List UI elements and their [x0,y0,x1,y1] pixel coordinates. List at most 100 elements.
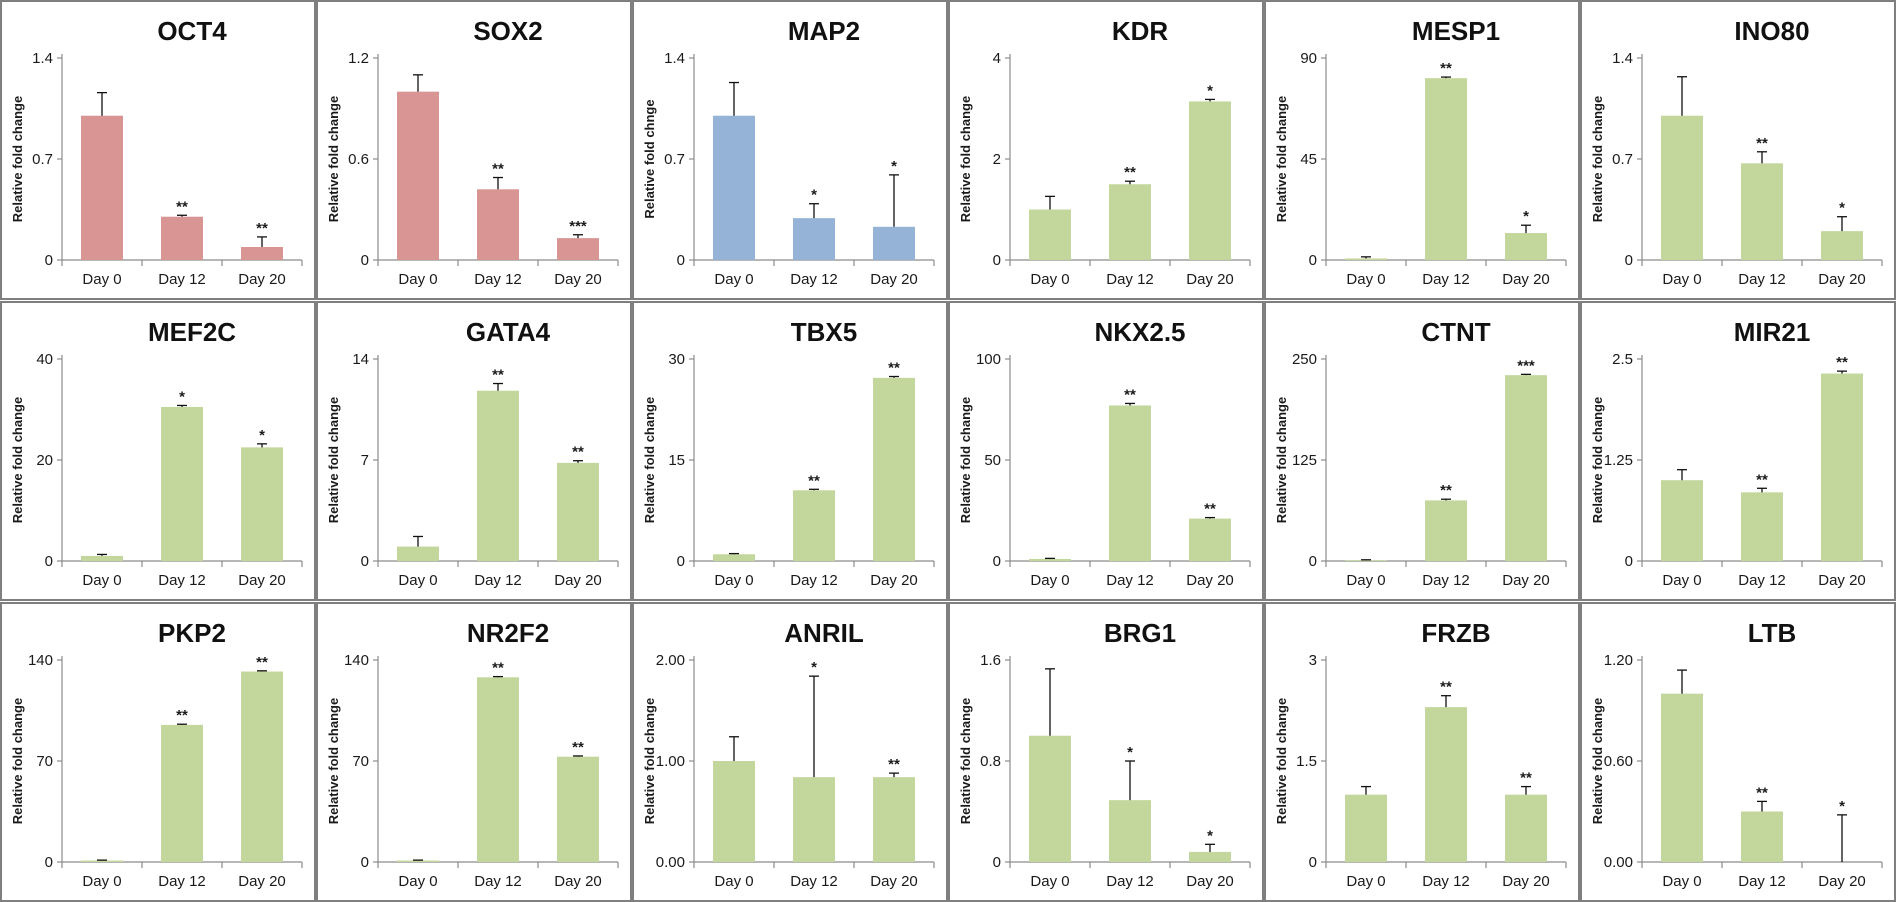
bar-day-12 [1109,800,1151,862]
y-axis-label: Relative fold change [1590,698,1605,824]
y-tick-label: 2.00 [656,652,685,669]
significance-marker: ** [1756,471,1768,488]
bar-day-12 [477,390,519,561]
bar-day-0 [713,761,755,862]
x-tick-label: Day 12 [790,271,838,288]
y-axis-label: Relative fold change [642,698,657,824]
bar-day-20 [1189,518,1231,561]
y-tick-label: 140 [28,652,53,669]
chart-panel-ltb: LTB Relative fold change 0.00 0.60 1.20 Day 0… [1580,602,1896,902]
y-axis-label: Relative fold change [326,96,341,222]
bar-day-20 [1505,375,1547,561]
chart-panel-brg1: BRG1 Relative fold change 0 0.8 1.6 Day 0 * Day… [948,602,1264,902]
significance-marker: ** [1836,354,1848,371]
chart-panel-anril: ANRIL Relative fold change 0.00 1.00 2.00 Day… [632,602,948,902]
x-tick-label: Day 20 [1502,271,1550,288]
y-axis-label: Relative fold change [326,397,341,523]
significance-marker: ** [492,161,504,178]
significance-marker: * [259,427,265,444]
bar-day-0 [713,554,755,561]
x-tick-label: Day 20 [1186,873,1234,890]
x-tick-label: Day 0 [82,271,121,288]
chart-panel-gata4: GATA4 Relative fold change 0 7 14 Day 0 ** Day … [316,301,632,601]
y-axis-label: Relative fold change [10,96,25,222]
y-axis-label: Relative fold change [1590,397,1605,523]
bar-day-12 [161,406,203,561]
significance-marker: ** [176,198,188,215]
y-tick-label: 7 [361,452,369,469]
bar-day-0 [1029,209,1071,260]
x-tick-label: Day 20 [1186,271,1234,288]
y-tick-label: 140 [344,652,369,669]
y-tick-label: 0.7 [664,151,685,168]
bar-day-20 [1505,794,1547,862]
y-tick-label: 70 [352,753,369,770]
y-axis-label: Relative fold change [1274,96,1289,222]
x-tick-label: Day 12 [1422,873,1470,890]
significance-marker: ** [1756,135,1768,152]
y-tick-label: 0 [45,553,53,570]
chart-title: CTNT [1421,317,1490,347]
bar-day-12 [477,189,519,260]
bar-day-20 [1821,231,1863,260]
y-tick-label: 1.5 [1296,753,1317,770]
bar-day-12 [1741,163,1783,260]
bar-day-0 [1029,735,1071,862]
bar-day-12 [161,724,203,862]
x-tick-label: Day 0 [1662,873,1701,890]
y-tick-label: 30 [668,351,685,368]
x-tick-label: Day 20 [554,572,602,589]
bar-day-0 [1345,794,1387,862]
y-tick-label: 0 [45,252,53,269]
y-tick-label: 1.6 [980,652,1001,669]
x-tick-label: Day 12 [474,572,522,589]
bar-day-20 [1821,373,1863,561]
chart-panel-nr2f2: NR2F2 Relative fold change 0 70 140 Day 0 ** Da… [316,602,632,902]
bar-day-12 [477,677,519,862]
bar-chart-svg: NR2F2 Relative fold change 0 70 140 Day 0 ** Da… [326,618,619,890]
y-axis-label: Relative fold change [10,698,25,824]
y-axis-label: Relative fold change [958,397,973,523]
y-tick-label: 4 [993,50,1001,67]
y-axis-label: Relative fold change [10,397,25,523]
significance-marker: ** [256,220,268,237]
bar-chart-svg: PKP2 Relative fold change 0 70 140 Day 0 ** Day… [10,618,303,890]
y-axis-label: Relative fold change [326,698,341,824]
y-tick-label: 90 [1300,50,1317,67]
significance-marker: ** [1520,770,1532,787]
significance-marker: ** [572,739,584,756]
bar-day-20 [1189,101,1231,261]
y-tick-label: 0 [993,553,1001,570]
y-tick-label: 45 [1300,151,1317,168]
y-tick-label: 0.6 [348,151,369,168]
significance-marker: ** [1124,164,1136,181]
y-tick-label: 14 [352,351,369,368]
chart-title: FRZB [1421,618,1490,648]
x-tick-label: Day 0 [398,873,437,890]
chart-title: INO80 [1734,16,1809,46]
y-tick-label: 125 [1292,452,1317,469]
x-tick-label: Day 20 [1186,572,1234,589]
significance-marker: ** [492,367,504,384]
bar-day-0 [1345,560,1387,561]
x-tick-label: Day 20 [554,271,602,288]
chart-title: MIR21 [1734,317,1811,347]
y-tick-label: 0 [361,252,369,269]
x-tick-label: Day 20 [1502,572,1550,589]
bar-chart-svg: MESP1 Relative fold change 0 45 90 Day 0 ** Day… [1274,16,1567,288]
bar-chart-svg: MEF2C Relative fold change 0 20 40 Day 0 * Day … [10,317,303,589]
bar-day-20 [241,447,283,561]
x-tick-label: Day 20 [1818,572,1866,589]
x-tick-label: Day 12 [1738,873,1786,890]
x-tick-label: Day 12 [1106,572,1154,589]
significance-marker: * [891,158,897,175]
y-axis-label: Relative fold change [958,698,973,824]
chart-title: NKX2.5 [1094,317,1185,347]
significance-marker: ** [1440,482,1452,499]
x-tick-label: Day 0 [1346,873,1385,890]
y-tick-label: 0 [993,854,1001,871]
chart-panel-tbx5: TBX5 Relative fold change 0 15 30 Day 0 ** Day … [632,301,948,601]
x-tick-label: Day 20 [870,271,918,288]
y-tick-label: 0 [993,252,1001,269]
significance-marker: ** [1124,386,1136,403]
